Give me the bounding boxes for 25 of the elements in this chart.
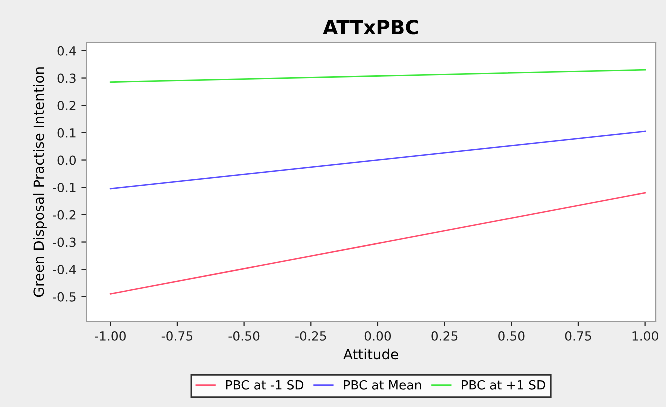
y-tick-label: 0.0 (58, 156, 76, 166)
x-tick-label: -1.00 (95, 331, 126, 341)
x-tick-label: 0.25 (432, 331, 458, 341)
chart-title: ATTxPBC (323, 20, 418, 35)
x-tick-label: 0.00 (364, 331, 392, 341)
x-axis-title: Attitude (344, 348, 398, 360)
x-tick-label: 0.75 (565, 331, 592, 341)
legend-label: PBC at -1 SD (226, 380, 304, 390)
y-tick-label: -0.2 (53, 210, 76, 220)
x-tick-label: -0.50 (228, 331, 260, 341)
y-tick-label: 0.1 (58, 128, 76, 138)
y-tick-label: -0.4 (53, 265, 76, 275)
x-tick-label: 1.00 (632, 331, 658, 341)
y-tick-label: -0.5 (53, 292, 76, 302)
legend-label: PBC at +1 SD (462, 380, 546, 390)
x-tick-label: -0.25 (296, 331, 326, 341)
y-tick-label: -0.3 (53, 238, 76, 248)
legend-label: PBC at Mean (344, 380, 422, 390)
x-tick-label: 0.50 (498, 331, 525, 341)
y-tick-label: -0.1 (53, 183, 76, 193)
x-tick-label: -0.75 (162, 331, 193, 341)
y-axis-title: Green Disposal Practise Intention (33, 68, 47, 298)
y-tick-label: 0.2 (58, 101, 76, 111)
y-tick-label: 0.4 (58, 46, 76, 56)
y-tick-label: 0.3 (58, 74, 76, 84)
